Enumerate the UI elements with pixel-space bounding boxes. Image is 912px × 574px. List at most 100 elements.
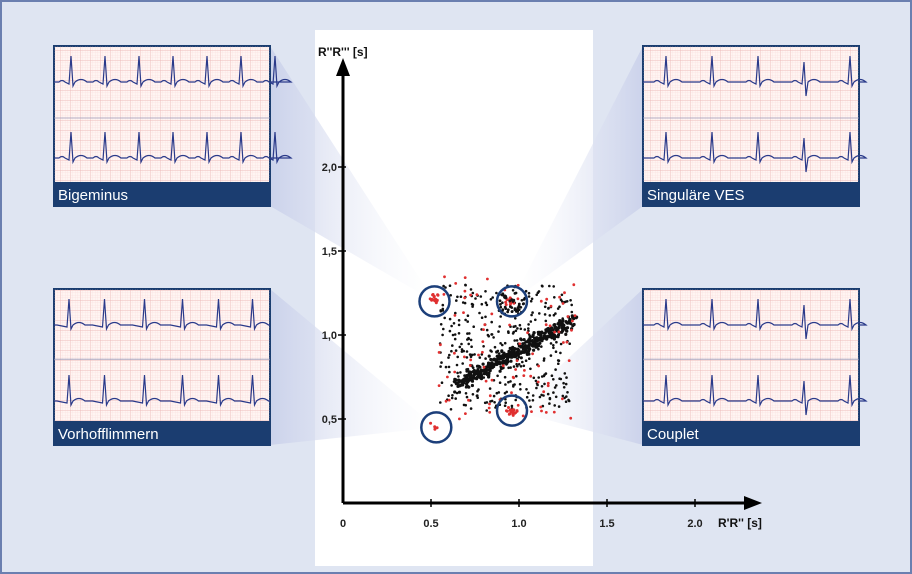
scatter-point: [562, 381, 565, 385]
scatter-point: [435, 426, 439, 430]
scatter-point: [501, 353, 505, 357]
scatter-point: [459, 371, 462, 374]
scatter-point: [453, 351, 456, 355]
scatter-point: [518, 342, 522, 346]
scatter-point: [512, 298, 516, 302]
scatter-point: [471, 305, 474, 308]
scatter-point: [567, 359, 571, 362]
scatter-point: [497, 352, 501, 355]
scatter-point: [564, 382, 568, 386]
scatter-point: [538, 341, 542, 345]
scatter-point: [530, 313, 533, 317]
scatter-point: [550, 332, 554, 336]
scatter-point: [553, 296, 556, 299]
scatter-point: [439, 365, 442, 368]
scatter-point: [514, 398, 517, 402]
ecg-insets: Bigeminus Singuläre VES Vorhofflimmern Coup…: [53, 45, 868, 446]
scatter-point: [571, 319, 574, 323]
scatter-point: [518, 323, 522, 327]
scatter-point: [527, 295, 531, 298]
scatter-point: [519, 388, 522, 391]
ecg-trace-lead-1: [54, 55, 293, 89]
scatter-point: [444, 399, 448, 403]
scatter-point: [512, 365, 516, 368]
scatter-point: [561, 323, 565, 328]
scatter-point: [564, 300, 567, 304]
scatter-point: [569, 299, 572, 302]
scatter-point: [518, 382, 522, 386]
scatter-point: [529, 320, 533, 323]
scatter-point: [548, 284, 551, 288]
scatter-point: [563, 396, 566, 400]
scatter-point: [570, 310, 574, 314]
scatter-point: [471, 353, 474, 357]
scatter-point: [537, 347, 540, 351]
scatter-point: [486, 368, 490, 372]
inset-bigeminus: Bigeminus: [53, 45, 293, 207]
scatter-point: [456, 371, 459, 375]
scatter-point: [451, 333, 455, 337]
scatter-point: [540, 385, 544, 388]
scatter-point: [482, 365, 486, 369]
scatter-point: [550, 374, 554, 378]
scatter-point: [515, 409, 519, 413]
scatter-point: [527, 391, 530, 395]
scatter-point: [484, 315, 487, 319]
scatter-point: [560, 293, 564, 297]
scatter-point: [477, 353, 480, 357]
scatter-point: [548, 314, 552, 317]
scatter-point: [487, 375, 491, 379]
scatter-point: [534, 346, 537, 349]
scatter-point: [447, 398, 451, 402]
scatter-point: [526, 331, 529, 335]
scatter-point: [460, 350, 464, 353]
scatter-point: [455, 391, 459, 395]
scatter-point: [499, 303, 502, 306]
callout-wedge-singul-re-ves: [512, 46, 643, 302]
inset-caption: Singuläre VES: [647, 187, 745, 204]
scatter-point: [436, 293, 440, 297]
scatter-point: [441, 333, 444, 337]
scatter-point: [433, 298, 437, 302]
scatter-point: [500, 350, 503, 354]
scatter-point: [521, 414, 525, 418]
scatter-point: [469, 372, 473, 375]
scatter-point: [549, 304, 553, 308]
scatter-point: [464, 283, 467, 287]
scatter-point: [546, 326, 551, 331]
y-tick-label: 1,5: [322, 246, 337, 258]
inset-singul-re-ves: Singuläre VES: [642, 45, 868, 207]
scatter-point: [507, 380, 510, 384]
scatter-point: [544, 323, 548, 327]
scatter-point: [488, 369, 492, 373]
scatter-point: [514, 317, 517, 320]
scatter-point: [554, 368, 557, 371]
scatter-point: [525, 388, 528, 391]
scatter-point: [539, 299, 543, 303]
scatter-point: [540, 345, 543, 348]
scatter-point: [488, 387, 492, 390]
scatter-point: [511, 289, 515, 292]
scatter-point: [543, 313, 547, 316]
scatter-point: [454, 349, 458, 352]
scatter-point: [479, 295, 483, 298]
scatter-point: [497, 330, 500, 333]
scatter-point: [537, 290, 541, 293]
ecg-trace-lead-1: [643, 55, 868, 97]
scatter-point: [517, 308, 521, 311]
scatter-point: [429, 421, 433, 425]
scatter-point: [504, 383, 507, 386]
scatter-point: [466, 314, 470, 318]
scatter-point: [527, 343, 531, 347]
scatter-point: [469, 355, 473, 359]
scatter-point: [511, 347, 515, 350]
scatter-point: [527, 327, 530, 330]
scatter-point: [554, 350, 558, 354]
scatter-point: [501, 343, 504, 347]
inset-caption: Vorhofflimmern: [58, 426, 159, 443]
scatter-point: [495, 391, 499, 395]
ecg-strip-fine-grid: [54, 289, 270, 445]
scatter-point: [432, 294, 436, 298]
scatter-point: [554, 395, 558, 399]
ecg-trace-lead-2: [54, 131, 293, 165]
